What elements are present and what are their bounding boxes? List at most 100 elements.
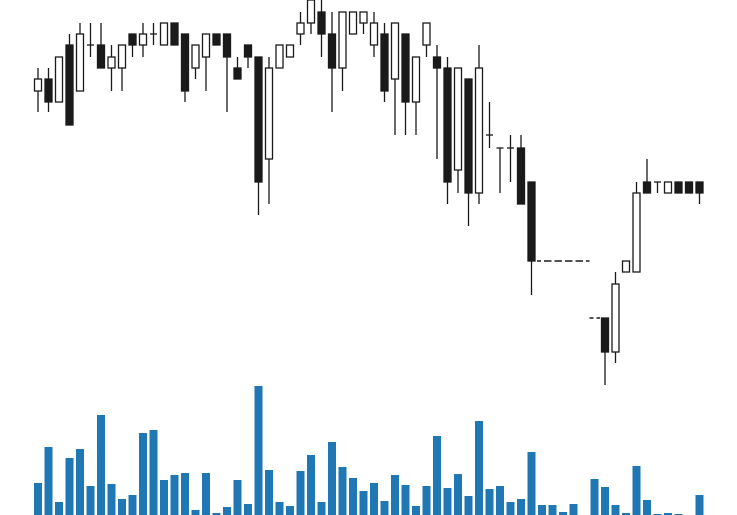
volume-bar: [548, 505, 557, 515]
volume-bar: [223, 507, 231, 515]
volume-bar: [590, 479, 599, 515]
candle-body: [264, 67, 274, 160]
volume-bar: [233, 480, 242, 515]
candle-body: [621, 260, 631, 273]
candle-body: [411, 56, 421, 103]
volume-bar: [391, 475, 399, 515]
candle-body: [380, 33, 389, 92]
candle-body: [674, 181, 683, 194]
candle-body: [33, 78, 43, 92]
volume-bar: [254, 386, 263, 515]
candle-body: [180, 33, 190, 92]
candle-body: [359, 11, 368, 24]
candle-body: [96, 44, 106, 69]
volume-bar: [55, 502, 63, 515]
volume-bar: [97, 415, 105, 515]
volume-bar: [76, 449, 84, 515]
candle-body: [663, 181, 673, 194]
candle-body: [390, 22, 400, 80]
candle-body: [516, 147, 526, 205]
volume-bar: [286, 506, 294, 515]
volume-bar: [496, 486, 504, 515]
volume-bar: [622, 513, 630, 515]
candle-body: [44, 78, 53, 103]
volume-bar: [422, 486, 431, 515]
volume-bar: [328, 442, 336, 515]
volume-bar: [433, 436, 441, 515]
candle-body: [75, 33, 85, 92]
candle-body: [684, 181, 694, 194]
volume-bar: [317, 502, 326, 515]
volume-bar: [44, 447, 53, 515]
volume-bar: [296, 471, 305, 515]
volume-bar: [307, 455, 315, 515]
volume-bar: [632, 466, 641, 515]
volume-bar: [643, 500, 651, 515]
volume-bar: [160, 480, 168, 515]
candle-body: [107, 56, 116, 69]
volume-bar: [34, 483, 42, 515]
volume-bar: [506, 502, 515, 515]
volume-bar: [412, 506, 420, 515]
candle-body: [348, 11, 358, 35]
volume-bar: [107, 484, 116, 515]
volume-bar: [380, 501, 389, 515]
candle-body: [632, 192, 641, 273]
candle-body: [600, 317, 610, 353]
volume-bar: [349, 478, 357, 515]
volume-bar: [443, 488, 452, 515]
candle-body: [296, 22, 305, 35]
candle-body: [128, 33, 137, 46]
volume-bar: [485, 489, 494, 515]
volume-bar: [202, 473, 210, 515]
volume-bar: [359, 491, 368, 515]
candle-body: [212, 33, 221, 46]
candle-body: [306, 0, 316, 24]
candle-body: [338, 11, 347, 69]
volume-bar: [475, 421, 483, 515]
candle-body: [464, 78, 473, 194]
volume-bar: [601, 487, 609, 515]
candle-body: [65, 44, 74, 126]
volume-bar: [128, 495, 137, 515]
candle-body: [611, 283, 620, 353]
candle-body: [243, 44, 253, 58]
volume-bar: [569, 504, 578, 515]
candle-body: [401, 33, 410, 103]
candle-body: [233, 67, 242, 80]
candle-body: [138, 33, 148, 46]
volume-bar: [559, 512, 567, 515]
candle-body: [474, 67, 484, 194]
candle-body: [327, 33, 337, 69]
volume-bar: [401, 485, 410, 515]
candle-body: [443, 67, 452, 183]
candle-body: [285, 44, 295, 58]
volume-bar: [86, 486, 95, 515]
volume-bar: [370, 483, 378, 515]
candle-body: [170, 22, 179, 46]
candle-body: [54, 56, 64, 103]
candle-body: [275, 44, 284, 69]
candle-body: [527, 181, 536, 262]
volume-bar: [464, 496, 473, 515]
volume-bar: [275, 502, 284, 515]
volume-bar: [65, 458, 74, 515]
candle-body: [317, 11, 326, 35]
volume-bar: [695, 495, 704, 515]
volume-bar: [191, 510, 200, 515]
volume-bar: [244, 504, 252, 515]
volume-bar: [527, 452, 536, 515]
volume-bar: [517, 499, 525, 515]
volume-bar: [265, 470, 273, 515]
volume-bar: [170, 475, 179, 515]
volume-bar: [181, 473, 189, 515]
volume-bar: [149, 430, 158, 515]
candle-body: [453, 67, 463, 171]
candle-body: [159, 22, 169, 46]
candle-body: [117, 44, 127, 69]
candle-body: [642, 181, 652, 194]
volume-bar: [664, 513, 672, 515]
candle-body: [222, 33, 232, 58]
candle-body: [422, 22, 431, 46]
